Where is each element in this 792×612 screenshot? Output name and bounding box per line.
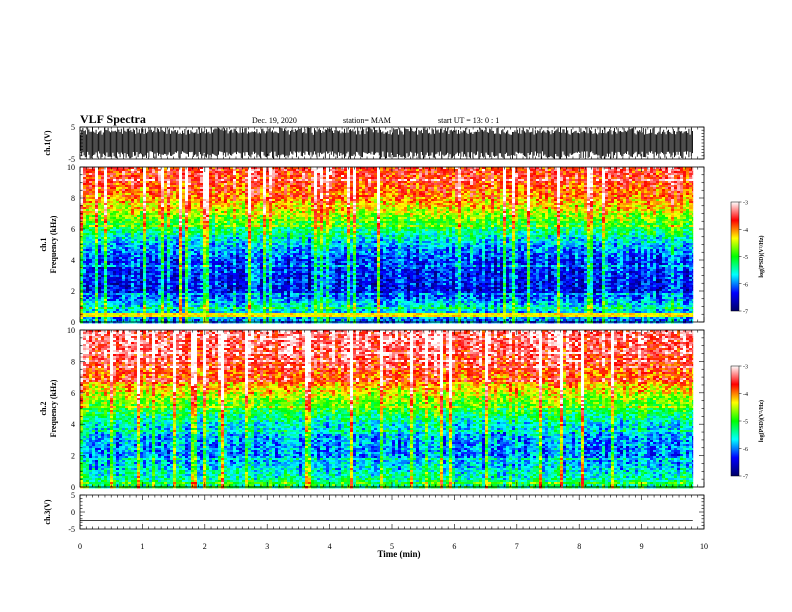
y-tick-label: 2 (71, 287, 75, 296)
figure-title: VLF Spectra (80, 112, 146, 126)
start-time-label: start UT = 13: 0 : 1 (438, 116, 499, 125)
ch1-waveform-trace (81, 127, 693, 158)
colorbar-tick-label: -6 (743, 447, 748, 453)
y-axis-label: Frequency (kHz) (49, 379, 58, 437)
colorbar-label: log(PSD)(V²/Hz) (758, 400, 765, 442)
y-tick-label: 2 (71, 452, 75, 461)
panel-frame-4 (80, 495, 704, 529)
colorbar-tick-label: -7 (743, 310, 748, 316)
x-tick-label: 0 (78, 542, 82, 551)
x-tick-label: 9 (640, 542, 644, 551)
colorbar-scale (731, 202, 739, 311)
y-tick-label: 0 (71, 508, 75, 517)
y-axis-label: ch.1 (39, 238, 48, 252)
date-label: Dec. 19, 2020 (252, 116, 297, 125)
colorbar-tick-label: -5 (743, 255, 748, 261)
y-tick-label: 5 (71, 123, 75, 132)
x-axis-label: Time (min) (377, 549, 420, 559)
x-tick-label: 2 (203, 542, 207, 551)
ch1-spectrogram-heatmap (80, 167, 693, 323)
ch1-waveform-line (81, 127, 693, 158)
station-label: station= MAM (343, 116, 391, 125)
ch1-spectrogram-panel (80, 167, 693, 323)
y-tick-label: 5 (71, 491, 75, 500)
y-tick-label: 10 (67, 163, 75, 172)
x-tick-label: 1 (140, 542, 144, 551)
colorbar-tick-label: -3 (743, 201, 748, 207)
y-axis-label: ch.3(V) (43, 499, 52, 524)
x-tick-label: 3 (265, 542, 269, 551)
x-tick-label: 4 (328, 542, 332, 551)
y-tick-label: 4 (71, 420, 75, 429)
ch1-colorbar: -3 -4 -5 -6 -7 log(PSD)(V²/Hz) (731, 201, 765, 316)
ch2-spectrogram-heatmap (80, 330, 693, 488)
y-axis-label: ch.1(V) (43, 130, 52, 155)
y-axis-label: Frequency (kHz) (49, 215, 58, 273)
y-tick-label: 8 (71, 357, 75, 366)
colorbar-tick-label: -3 (743, 365, 748, 371)
colorbar-scale (731, 366, 739, 476)
ch1-waveform-panel (81, 127, 693, 158)
x-tick-label: 7 (515, 542, 519, 551)
y-axis-label: ch.2 (39, 402, 48, 416)
ch2-spectrogram-panel (80, 330, 693, 488)
colorbar-tick-label: -4 (743, 228, 748, 234)
y-tick-label: 8 (71, 194, 75, 203)
colorbar-tick-label: -5 (743, 420, 748, 426)
y-tick-label: -5 (68, 525, 75, 534)
colorbar-tick-label: -4 (743, 392, 748, 398)
colorbar-label: log(PSD)(V²/Hz) (758, 235, 765, 277)
x-tick-label: 8 (577, 542, 581, 551)
y-tick-label: 6 (71, 389, 75, 398)
colorbar-tick-label: -6 (743, 282, 748, 288)
y-tick-label: 6 (71, 225, 75, 234)
colorbar-tick-label: -7 (743, 475, 748, 481)
y-tick-label: 10 (67, 326, 75, 335)
x-tick-label: 10 (700, 542, 708, 551)
ch2-colorbar: -3 -4 -5 -6 -7 log(PSD)(V²/Hz) (731, 365, 765, 481)
y-tick-label: 4 (71, 256, 75, 265)
x-tick-label: 6 (452, 542, 456, 551)
